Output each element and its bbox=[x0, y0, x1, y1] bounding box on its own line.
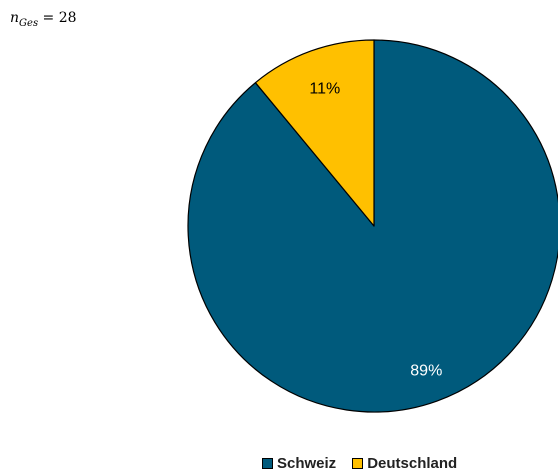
data-label-deutschland: 11% bbox=[309, 81, 340, 98]
legend-item-schweiz: Schweiz bbox=[262, 455, 336, 472]
sample-size-operator: = bbox=[38, 10, 59, 26]
legend-label-schweiz: Schweiz bbox=[277, 455, 337, 472]
legend-swatch-schweiz bbox=[262, 458, 273, 469]
legend-label-deutschland: Deutschland bbox=[367, 455, 458, 472]
legend: Schweiz Deutschland bbox=[262, 455, 457, 472]
legend-swatch-deutschland bbox=[352, 458, 364, 469]
legend-item-deutschland: Deutschland bbox=[352, 455, 457, 472]
pie-slice-schweiz bbox=[187, 39, 558, 413]
sample-size-symbol: n bbox=[10, 10, 20, 26]
data-label-schweiz: 89% bbox=[410, 362, 442, 379]
sample-size-value: 28 bbox=[58, 10, 77, 26]
sample-size-subscript: Ges bbox=[19, 17, 39, 29]
sample-size-label: nGes = 28 bbox=[10, 10, 77, 29]
pie-slice-deutschland bbox=[254, 39, 375, 227]
